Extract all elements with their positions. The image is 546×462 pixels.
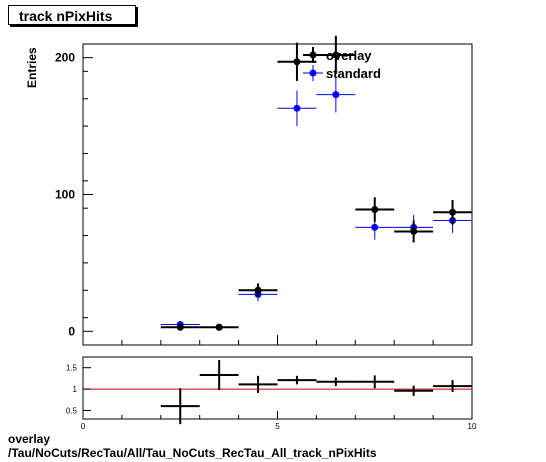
legend-marker-overlay — [309, 51, 317, 59]
ratio-y-tick-label: 1 — [73, 385, 78, 394]
standard-point — [332, 91, 340, 99]
ratio-x-tick-label: 5 — [275, 422, 280, 431]
legend-marker-standard — [309, 69, 317, 77]
ratio-x-tick-label: 10 — [468, 422, 477, 431]
legend-label-overlay: overlay — [326, 48, 372, 63]
standard-point — [293, 104, 301, 112]
overlay-point — [176, 323, 184, 331]
chart-title: track nPixHits — [8, 5, 136, 25]
overlay-point — [371, 206, 379, 214]
y-axis-label: Entries — [25, 47, 39, 88]
overlay-point — [215, 323, 223, 331]
ratio-y-tick-label: 1.5 — [66, 364, 78, 373]
main-frame — [82, 43, 473, 346]
overlay-point — [449, 208, 457, 216]
legend-label-standard: standard — [326, 66, 381, 81]
y-tick-label: 100 — [55, 188, 75, 202]
overlay-point — [254, 286, 262, 294]
ratio-y-tick-label: 0.5 — [66, 406, 78, 415]
ratio-x-tick-label: 0 — [81, 422, 86, 431]
footer-label: overlay — [8, 432, 51, 446]
overlay-point — [293, 58, 301, 66]
standard-point — [371, 223, 379, 231]
y-tick-label: 0 — [68, 324, 75, 338]
footer-path: /Tau/NoCuts/RecTau/All/Tau_NoCuts_RecTau… — [8, 446, 377, 460]
overlay-point — [332, 51, 340, 59]
overlay-point — [410, 227, 418, 235]
y-tick-label: 200 — [55, 51, 75, 65]
